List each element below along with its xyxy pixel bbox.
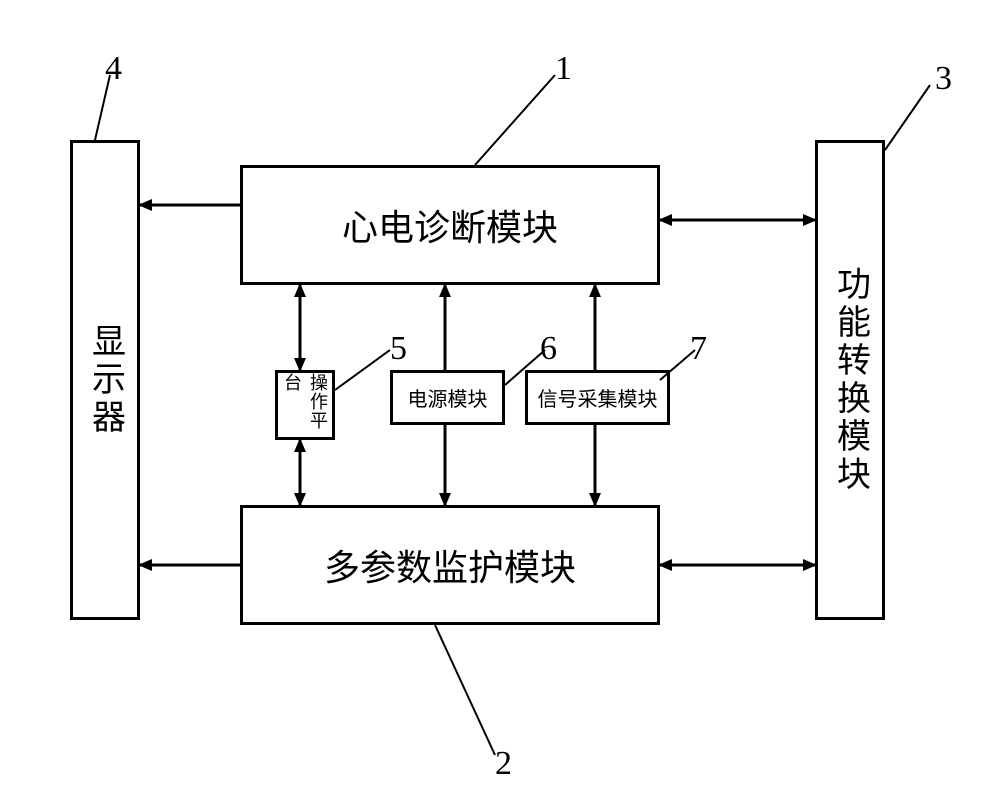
display-label: 显示器	[81, 323, 130, 437]
num-2: 2	[495, 745, 512, 783]
switch-box: 功能转换模块	[815, 140, 885, 620]
platform-box: 操作平台	[275, 370, 335, 440]
signal-label: 信号采集模块	[538, 383, 658, 412]
display-box: 显示器	[70, 140, 140, 620]
num-6: 6	[540, 330, 557, 368]
num-5: 5	[390, 330, 407, 368]
num-7: 7	[690, 330, 707, 368]
ecg-label: 心电诊断模块	[342, 199, 558, 251]
signal-box: 信号采集模块	[525, 370, 670, 425]
num-4: 4	[105, 50, 122, 88]
diagram-canvas: 显示器 心电诊断模块 多参数监护模块 功能转换模块 操作平台 电源模块 信号采集…	[0, 0, 1000, 811]
num-1: 1	[555, 50, 572, 88]
ecg-box: 心电诊断模块	[240, 165, 660, 285]
power-label: 电源模块	[408, 383, 488, 412]
monitor-label: 多参数监护模块	[324, 539, 576, 591]
power-box: 电源模块	[390, 370, 505, 425]
num-3: 3	[935, 60, 952, 98]
monitor-box: 多参数监护模块	[240, 505, 660, 625]
switch-label: 功能转换模块	[826, 266, 875, 494]
platform-label: 操作平台	[279, 373, 331, 437]
